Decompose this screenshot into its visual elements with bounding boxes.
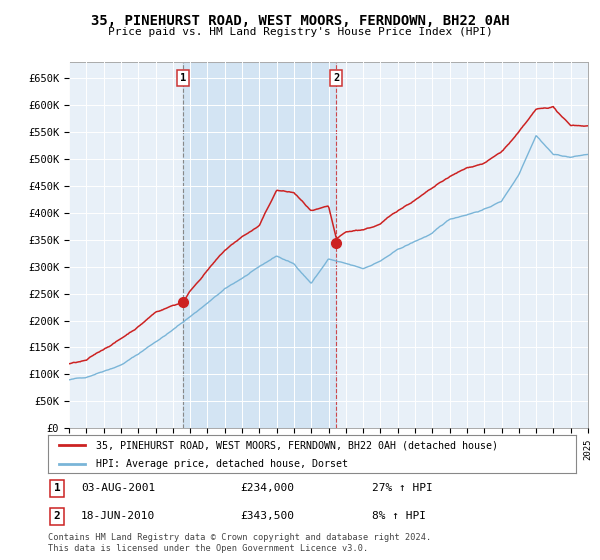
Text: 27% ↑ HPI: 27% ↑ HPI — [372, 483, 433, 493]
Text: 2: 2 — [53, 511, 61, 521]
Text: 8% ↑ HPI: 8% ↑ HPI — [372, 511, 426, 521]
Text: £234,000: £234,000 — [240, 483, 294, 493]
Text: 1: 1 — [180, 73, 186, 83]
Text: 35, PINEHURST ROAD, WEST MOORS, FERNDOWN, BH22 0AH: 35, PINEHURST ROAD, WEST MOORS, FERNDOWN… — [91, 14, 509, 28]
Text: 18-JUN-2010: 18-JUN-2010 — [81, 511, 155, 521]
Text: HPI: Average price, detached house, Dorset: HPI: Average price, detached house, Dors… — [95, 459, 347, 469]
Text: Price paid vs. HM Land Registry's House Price Index (HPI): Price paid vs. HM Land Registry's House … — [107, 27, 493, 37]
Text: £343,500: £343,500 — [240, 511, 294, 521]
Text: 03-AUG-2001: 03-AUG-2001 — [81, 483, 155, 493]
Text: 2: 2 — [334, 73, 340, 83]
Text: 1: 1 — [53, 483, 61, 493]
Text: 35, PINEHURST ROAD, WEST MOORS, FERNDOWN, BH22 0AH (detached house): 35, PINEHURST ROAD, WEST MOORS, FERNDOWN… — [95, 440, 497, 450]
Text: Contains HM Land Registry data © Crown copyright and database right 2024.
This d: Contains HM Land Registry data © Crown c… — [48, 533, 431, 553]
